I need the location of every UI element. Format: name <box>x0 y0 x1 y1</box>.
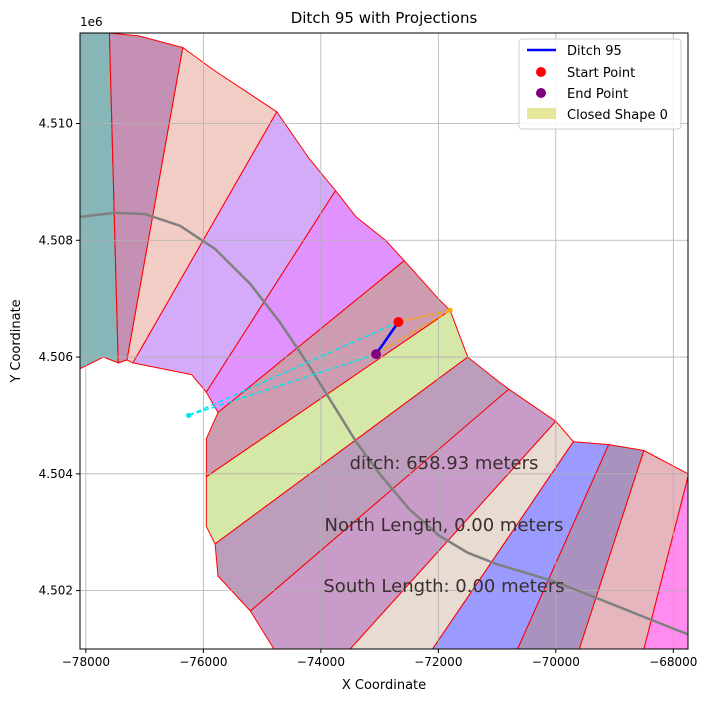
plot-frame <box>79 32 689 650</box>
x-axis-label: X Coordinate <box>342 678 426 693</box>
projection-line-3 <box>188 353 377 417</box>
projection-endpoint-3 <box>186 412 192 418</box>
x-tick-label-4: −70000 <box>532 655 580 669</box>
y-axis-label: Y Coordinate <box>9 299 24 383</box>
projection-endpoint-1 <box>447 307 453 313</box>
ditch-series <box>371 317 404 360</box>
annotations: ditch: 658.93 meters North Length, 0.00 … <box>323 453 564 597</box>
grid <box>80 33 688 649</box>
projection-bands <box>80 33 688 649</box>
end-point-marker <box>371 349 382 360</box>
projection-line-2 <box>188 321 399 417</box>
projection-band-13 <box>643 476 688 649</box>
annotation-north-length: North Length, 0.00 meters <box>325 515 564 536</box>
legend-label-start-point: Start Point <box>567 66 635 81</box>
legend-label-ditch: Ditch 95 <box>567 44 622 59</box>
annotation-south-length: South Length: 0.00 meters <box>323 576 564 597</box>
projection-line-1 <box>375 309 451 355</box>
legend-label-closed-shape: Closed Shape 0 <box>567 108 668 123</box>
projection-band-8 <box>249 388 557 649</box>
legend-box <box>518 38 682 130</box>
x-tick-label-3: −72000 <box>414 655 462 669</box>
projection-lines <box>186 307 453 418</box>
x-tick-label-0: −78000 <box>62 655 110 669</box>
projection-line-0 <box>398 309 451 323</box>
projection-band-10 <box>431 441 610 649</box>
projection-band-0 <box>80 33 119 370</box>
centerline <box>80 211 688 636</box>
chart-title: Ditch 95 with Projections <box>291 9 478 27</box>
start-point-marker <box>393 317 404 328</box>
projection-band-11 <box>517 444 645 649</box>
y-tick-label-0: 4.502 <box>39 584 73 598</box>
y-axis-ticks: 4.502 4.504 4.506 4.508 4.510 <box>39 117 80 598</box>
x-tick-label-5: −68000 <box>649 655 697 669</box>
legend-marker-closed-shape <box>527 108 556 119</box>
y-tick-label-3: 4.508 <box>39 233 73 247</box>
y-tick-label-2: 4.506 <box>39 350 73 364</box>
centerline-path <box>80 211 688 636</box>
projection-band-9 <box>349 420 575 649</box>
x-tick-label-1: −76000 <box>179 655 227 669</box>
legend-label-end-point: End Point <box>567 87 628 102</box>
x-axis-ticks: −78000 −76000 −74000 −72000 −70000 −68000 <box>62 649 697 669</box>
legend: Ditch 95 Start Point End Point Closed Sh… <box>518 38 682 130</box>
y-tick-label-4: 4.510 <box>39 117 73 131</box>
y-tick-label-1: 4.504 <box>39 467 73 481</box>
projection-band-6 <box>205 309 469 545</box>
y-offset-label: 1e6 <box>80 15 103 29</box>
ditch-line <box>375 321 400 355</box>
x-tick-label-2: −74000 <box>297 655 345 669</box>
legend-marker-end-point <box>536 88 546 98</box>
legend-marker-start-point <box>536 67 546 77</box>
annotation-ditch-length: ditch: 658.93 meters <box>350 453 539 474</box>
